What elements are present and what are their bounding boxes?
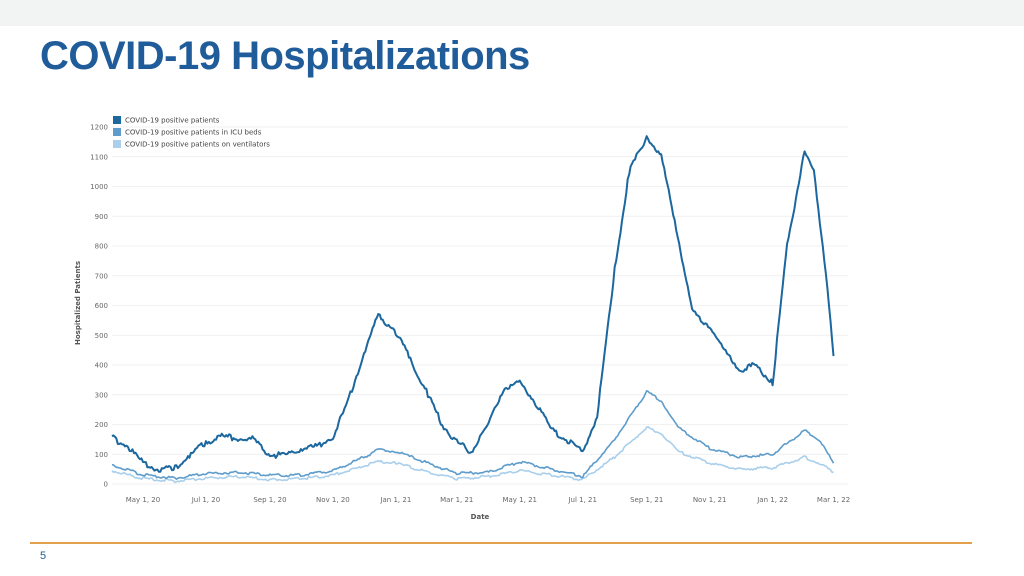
x-tick-label: May 1, 21 [502,496,537,504]
legend-swatch [113,116,121,124]
y-axis-ticks: 0 100 200 300 400 500 600 700 800 900 1000 1100 1200 [90,124,108,489]
x-tick-label: Mar 1, 21 [440,496,473,504]
y-tick-label: 1200 [90,124,108,132]
x-tick-label: Sep 1, 21 [630,496,663,504]
x-axis-ticks: May 1, 20 Jul 1, 20 Sep 1, 20 Nov 1, 20 Jan … [126,496,850,504]
y-tick-label: 900 [95,213,108,221]
legend-label: COVID-19 positive patients in ICU beds [125,129,262,137]
series-lines [111,135,835,484]
y-tick-label: 800 [95,243,108,251]
x-tick-label: Mar 1, 22 [817,496,850,504]
y-tick-label: 100 [95,451,108,459]
legend-label: COVID-19 positive patients [125,117,220,125]
top-band [0,0,1024,26]
x-tick-label: Sep 1, 20 [253,496,286,504]
y-tick-label: 700 [95,272,108,280]
legend-label: COVID-19 positive patients on ventilator… [125,141,270,149]
footer-rule [30,542,972,544]
x-tick-label: Nov 1, 21 [693,496,727,504]
y-axis-title: Hospitalized Patients [74,261,82,345]
legend-swatch [113,128,121,136]
legend: COVID-19 positive patients COVID-19 posit… [113,116,270,149]
legend-swatch [113,140,121,148]
y-tick-label: 300 [95,391,108,399]
y-tick-label: 500 [95,332,108,340]
x-axis-title: Date [471,513,490,521]
x-tick-label: Jan 1, 22 [756,496,788,504]
slide-title: COVID-19 Hospitalizations [40,34,530,78]
y-tick-label: 600 [95,302,108,310]
page-number: 5 [40,550,47,562]
y-tick-label: 0 [104,481,108,489]
series-line-covid-19-positive-patients-in-icu-beds [111,390,835,480]
series-line-covid-19-positive-patients [111,135,835,473]
y-tick-label: 400 [95,362,108,370]
y-tick-label: 200 [95,421,108,429]
x-tick-label: Jul 1, 21 [567,496,596,504]
grid-lines [112,126,848,485]
x-tick-label: May 1, 20 [126,496,161,504]
y-tick-label: 1000 [90,183,108,191]
x-tick-label: Nov 1, 20 [316,496,350,504]
y-tick-label: 1100 [90,153,108,161]
x-tick-label: Jan 1, 21 [379,496,411,504]
series-line-covid-19-positive-patients-on-ventilators [111,426,834,484]
x-tick-label: Jul 1, 20 [191,496,220,504]
